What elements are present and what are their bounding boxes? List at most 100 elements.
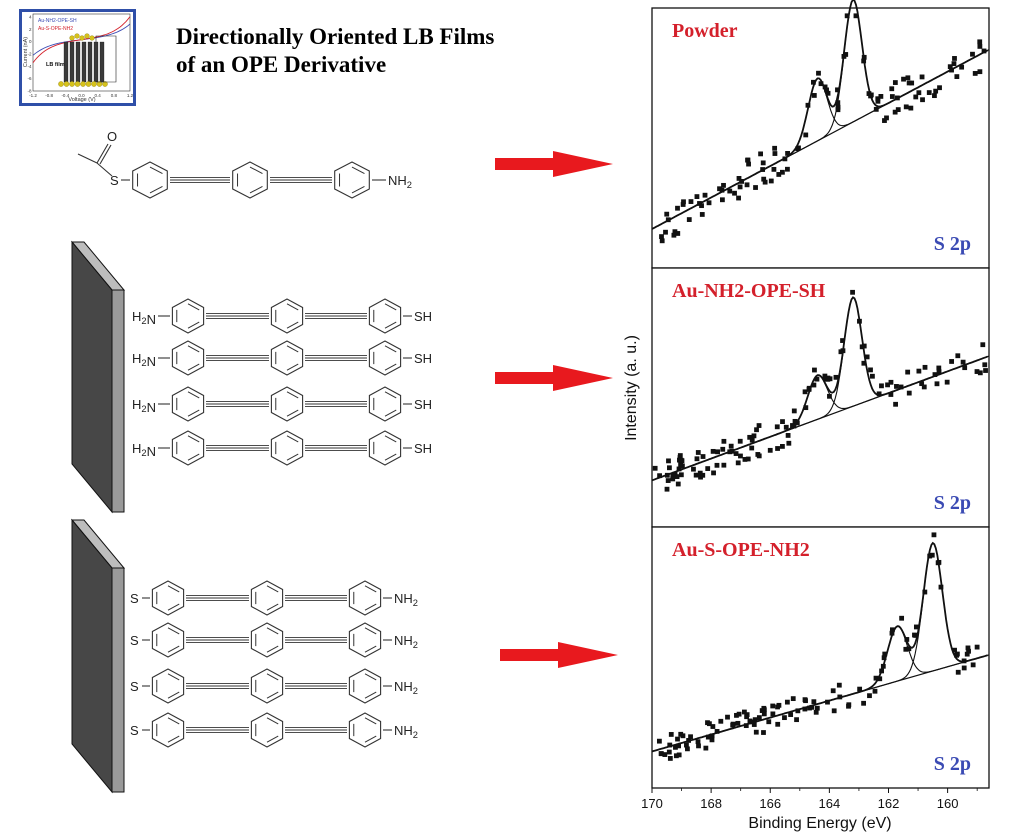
data-point (725, 714, 730, 720)
carbonyl-bond (99, 144, 112, 165)
arrow-shaft (495, 158, 555, 170)
double-bond (187, 321, 200, 329)
film1-thiol-label: SH (414, 309, 432, 324)
data-point (961, 665, 967, 671)
arrows (495, 151, 618, 668)
data-point (884, 115, 889, 121)
double-bond (351, 166, 365, 174)
y-axis-label: Intensity (a. u.) (623, 335, 640, 441)
carbonyl-bond (96, 143, 109, 164)
data-point (770, 711, 776, 717)
data-point (875, 96, 881, 102)
data-point (875, 98, 881, 104)
sulfur-atom-label: S (110, 173, 119, 188)
data-point (772, 151, 778, 156)
inset-gold-atom (69, 35, 75, 41)
data-point (932, 93, 937, 99)
data-point (667, 465, 672, 471)
inset-y-tick-label: 4 (29, 15, 32, 20)
data-point (889, 86, 895, 92)
data-point (836, 682, 842, 688)
data-point (732, 190, 737, 196)
data-point (707, 721, 712, 727)
double-bond (384, 435, 397, 443)
data-point (980, 342, 986, 348)
double-bond (286, 321, 299, 329)
data-point (675, 205, 680, 211)
data-point (831, 708, 837, 714)
data-point (783, 424, 789, 430)
data-point (675, 736, 680, 742)
data-point (970, 662, 976, 668)
data-point (881, 655, 887, 661)
inset-gold-atom (74, 33, 80, 39)
data-point (664, 211, 670, 217)
benzene-ring (132, 161, 168, 199)
arrow-shaft (500, 649, 560, 661)
data-point (688, 199, 694, 204)
data-point (959, 64, 965, 70)
double-bond (266, 603, 279, 611)
data-point (721, 182, 726, 188)
double-bond (167, 735, 180, 743)
double-bond (384, 345, 397, 353)
inset-film-pillar (93, 41, 99, 83)
data-point (913, 633, 919, 638)
data-point (688, 734, 693, 740)
data-point (680, 202, 686, 207)
data-point (667, 742, 673, 748)
benzene-ring (368, 298, 402, 334)
arrow-shaft (495, 372, 555, 384)
data-point (735, 460, 741, 466)
data-point (944, 379, 950, 385)
benzene-ring (348, 712, 382, 748)
data-point (929, 552, 935, 558)
double-bond (167, 645, 180, 653)
benzene-ring (171, 340, 205, 376)
data-point (785, 150, 790, 156)
data-point (913, 94, 919, 100)
data-point (890, 627, 895, 633)
data-point (676, 743, 681, 749)
inset-gold-atom (102, 81, 108, 87)
data-point (916, 90, 922, 96)
data-point (697, 470, 703, 476)
double-bond (384, 409, 397, 417)
x-axis-tick-label: 164 (819, 796, 841, 811)
data-point (699, 203, 704, 209)
data-point (721, 462, 727, 468)
inset-y-tick-label: -6 (27, 76, 31, 81)
inset-film-label: LB film (46, 62, 65, 68)
data-point (906, 390, 912, 396)
data-point (710, 724, 716, 729)
data-point (916, 368, 922, 374)
inset-legend-entry: Au-S-OPE-NH2 (38, 26, 73, 32)
data-point (718, 718, 724, 724)
data-point (673, 744, 678, 750)
data-point (972, 71, 978, 76)
inset-gold-atom (69, 81, 75, 87)
benzene-ring (250, 580, 284, 616)
data-point (663, 229, 668, 235)
film1-amine-label: H2N (132, 397, 156, 415)
data-point (970, 51, 975, 57)
arrow-head (553, 151, 613, 177)
data-point (676, 752, 682, 758)
data-point (936, 365, 942, 371)
double-bond (384, 363, 397, 371)
data-point (699, 212, 705, 217)
data-point (749, 437, 755, 443)
data-point (794, 717, 799, 723)
data-point (982, 362, 988, 368)
inset-legend-entry: Au-NH2-OPE-SH (38, 18, 77, 24)
inset-x-tick-label: -0.4 (61, 93, 69, 98)
envelope-fit-curve (651, 0, 988, 230)
inset-gold-atom (91, 81, 97, 87)
double-bond (187, 453, 200, 461)
powder-amine-label: NH2 (388, 173, 412, 190)
data-point (730, 721, 736, 727)
data-point (951, 61, 957, 67)
data-point (784, 699, 790, 705)
double-bond (364, 717, 377, 725)
xps-panel-3: Au-S-OPE-NH2 S 2p (651, 526, 990, 789)
